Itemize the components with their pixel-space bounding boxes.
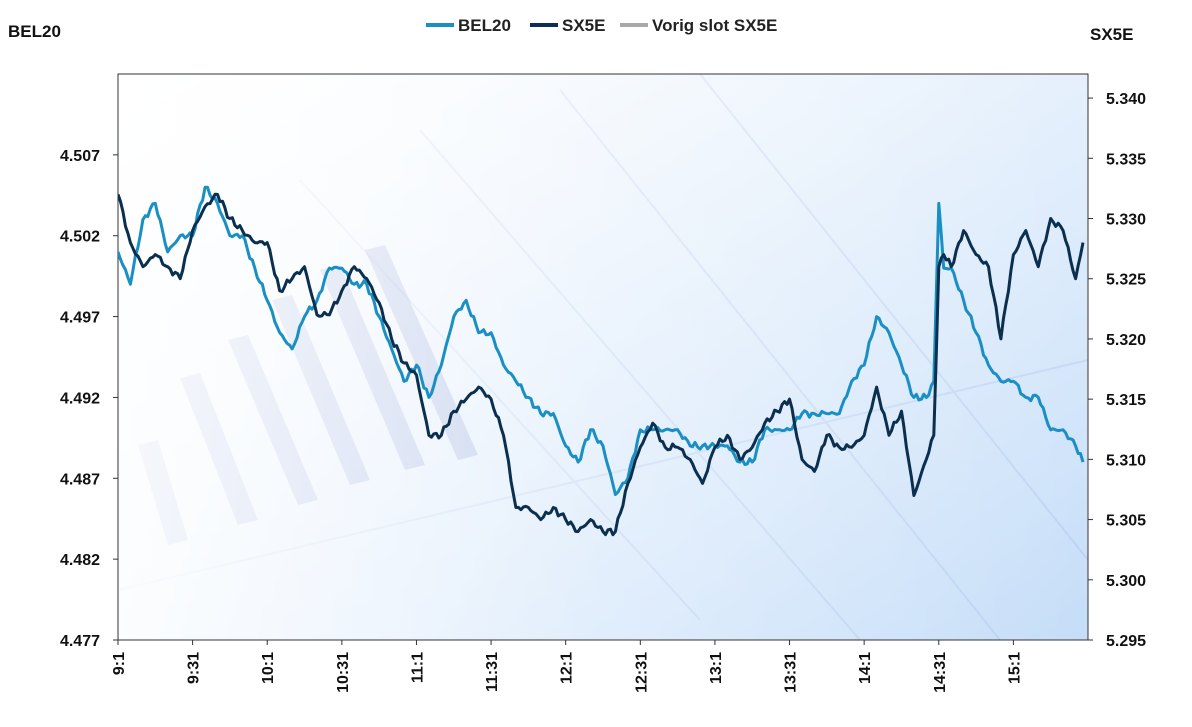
plot-area-border xyxy=(117,73,1089,641)
y-right-tick-label: 5.320 xyxy=(1106,332,1146,349)
x-tick-label: 11:1 xyxy=(409,652,426,683)
series-line-sx5e xyxy=(118,192,1085,537)
x-axis: 9:1 9:31 10:1 10:31 11:1 11:31 12:1 12:31 13:1 13… xyxy=(111,640,1023,693)
x-tick-label: 11:31 xyxy=(484,652,501,692)
x-tick-label: 14:31 xyxy=(932,652,949,693)
y-right-tick-label: 5.300 xyxy=(1106,573,1146,590)
y-left-tick-label: 4.502 xyxy=(60,229,100,246)
y-right-tick-label: 5.340 xyxy=(1106,91,1146,108)
legend-label: SX5E xyxy=(562,16,605,35)
x-tick-label: 10:1 xyxy=(260,652,277,684)
y-axis-left: 4.507 4.502 4.497 4.492 4.487 4.482 4.477 xyxy=(60,148,118,650)
x-tick-label: 9:1 xyxy=(111,652,128,675)
x-tick-label: 9:31 xyxy=(186,652,203,684)
y-axis-right: 5.340 5.335 5.330 5.325 5.320 5.315 5.310 5.305… xyxy=(1088,91,1146,650)
x-tick-label: 15:1 xyxy=(1006,652,1023,684)
x-tick-label: 12:31 xyxy=(633,652,650,693)
y-right-tick-label: 5.315 xyxy=(1106,392,1146,409)
y-left-tick-label: 4.507 xyxy=(60,148,100,165)
y-left-tick-label: 4.487 xyxy=(60,471,100,488)
y-right-tick-label: 5.295 xyxy=(1106,633,1146,650)
legend: BEL20 SX5E Vorig slot SX5E xyxy=(426,16,777,35)
series-line-bel20 xyxy=(118,185,1085,496)
y-right-tick-label: 5.330 xyxy=(1106,212,1146,229)
y-right-tick-label: 5.335 xyxy=(1106,151,1146,168)
y-right-tick-label: 5.305 xyxy=(1106,513,1146,530)
series-layer xyxy=(118,185,1085,537)
x-tick-label: 13:31 xyxy=(783,652,800,693)
y-left-tick-label: 4.482 xyxy=(60,552,100,569)
legend-label: Vorig slot SX5E xyxy=(652,16,777,35)
x-tick-label: 12:1 xyxy=(559,652,576,684)
y-left-tick-label: 4.492 xyxy=(60,390,100,407)
plot-background xyxy=(118,74,1088,640)
y-axis-right-title: SX5E xyxy=(1090,25,1133,44)
y-left-tick-label: 4.477 xyxy=(60,633,100,650)
x-tick-label: 14:1 xyxy=(857,652,874,684)
x-tick-label: 10:31 xyxy=(335,652,352,693)
legend-label: BEL20 xyxy=(458,16,511,35)
y-right-tick-label: 5.325 xyxy=(1106,272,1146,289)
y-right-tick-label: 5.310 xyxy=(1106,452,1146,469)
x-tick-label: 13:1 xyxy=(708,652,725,684)
y-axis-left-title: BEL20 xyxy=(8,22,61,41)
y-left-tick-label: 4.497 xyxy=(60,310,100,327)
